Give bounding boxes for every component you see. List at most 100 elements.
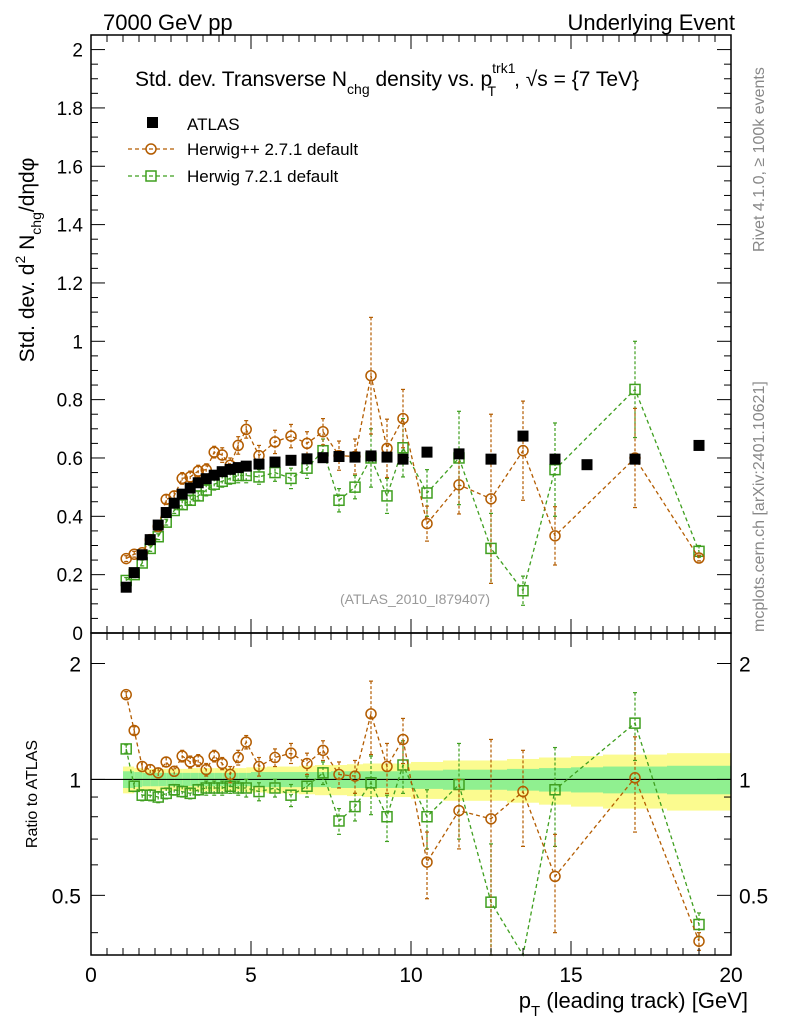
y-tick-label: 0.6 [57, 449, 83, 470]
herwig7-point [629, 383, 641, 396]
herwigpp-point [192, 465, 204, 477]
herwig7-point [136, 789, 148, 801]
atlas-point [397, 453, 409, 465]
ratio-y-ticks: 0.5 0.5 1 1 2 2 [52, 653, 768, 934]
atlas-point [168, 497, 180, 509]
atlas-point [232, 462, 244, 474]
herwigpp-point [381, 760, 393, 773]
herwig7-point [629, 717, 641, 729]
x-axis-label: pT (leading track) [GeV] [519, 988, 748, 1020]
herwigpp-point [421, 856, 433, 868]
plot-title: Std. dev. Transverse Nchg density vs. pt… [135, 60, 639, 99]
herwig7-point [253, 785, 265, 798]
mcplots-label: mcplots.cern.ch [arXiv:2401.10621] [751, 381, 768, 632]
herwig7-point [240, 782, 252, 794]
herwigpp-point [232, 751, 244, 764]
herwig7-point [421, 810, 433, 823]
herwigpp-point [120, 688, 132, 701]
legend: ATLAS Herwig++ 2.7.1 default Herwig 7.2.… [128, 115, 358, 186]
atlas-point [269, 456, 281, 468]
herwigpp-point [176, 750, 188, 762]
y-tick-label: 0.4 [57, 507, 84, 528]
ylabel-part-c: /dηdφ [16, 158, 39, 213]
atlas-point [285, 454, 297, 466]
atlas-point [128, 567, 140, 579]
herwigpp-point [453, 479, 465, 491]
herwig7-point [285, 472, 297, 485]
herwig7-point [184, 787, 196, 800]
herwig7-point [693, 918, 705, 931]
analysis-watermark: (ATLAS_2010_I879407) [340, 591, 490, 607]
atlas-point [421, 446, 433, 458]
herwigpp-point [192, 754, 204, 767]
ratio-y-tick-label: 0.5 [52, 885, 81, 908]
herwigpp-point [128, 724, 140, 737]
herwigpp-point [365, 708, 377, 720]
title-sub-t: T [488, 83, 497, 99]
herwig7-point [517, 584, 529, 597]
herwig7-point [253, 471, 265, 483]
y-tick-label: 1.6 [57, 157, 83, 178]
ratio-y-tick-label-right: 1 [739, 769, 751, 792]
ratio-band-stat [667, 765, 731, 795]
herwig7-point [269, 782, 281, 794]
ylabel-part-a: Std. dev. d [16, 264, 39, 363]
atlas-point [160, 507, 172, 519]
herwigpp-point [301, 757, 313, 770]
herwig7-point [120, 743, 132, 755]
herwig7-point [485, 542, 497, 555]
atlas-point [485, 453, 497, 465]
herwigpp-point [349, 770, 361, 782]
herwig7-point [549, 784, 561, 796]
herwigpp-point [397, 733, 409, 746]
x-tick-label: 15 [559, 964, 582, 987]
ratio-y-tick-label-right: 0.5 [739, 885, 768, 908]
y-tick-label: 0.2 [57, 566, 83, 587]
herwig7-point [349, 481, 361, 493]
atlas-point [301, 453, 313, 465]
ratio-x-ticks: 0 5 10 15 20 [85, 633, 743, 987]
atlas-point [365, 450, 377, 462]
herwig7-point [381, 810, 393, 823]
header-left: 7000 GeV pp [103, 10, 233, 35]
herwigpp-point [253, 760, 265, 773]
atlas-point [192, 477, 204, 489]
xlabel-sub-t: T [531, 1003, 540, 1020]
title-text-3: , √s = {7 TeV} [514, 68, 639, 91]
ratio-y-tick-label: 2 [69, 653, 81, 676]
herwig7-point [381, 490, 393, 502]
y-tick-label: 0.8 [57, 391, 83, 412]
herwig7-point [549, 463, 561, 476]
legend-label-herwigpp: Herwig++ 2.7.1 default [187, 140, 358, 159]
herwigpp-point [317, 744, 329, 757]
herwigpp-point [184, 471, 196, 483]
herwigpp-point [232, 439, 244, 452]
herwigpp-point [208, 446, 220, 458]
herwigpp-point [421, 517, 433, 530]
herwig7-point [176, 785, 188, 798]
herwigpp-point [301, 437, 313, 450]
ratio-series-layer [120, 680, 705, 957]
title-sup-trk1: trk1 [492, 60, 516, 76]
header-right: Underlying Event [567, 10, 735, 35]
herwigpp-point [168, 765, 180, 778]
x-tick-label: 20 [719, 964, 742, 987]
herwig7-point [200, 782, 212, 794]
herwigpp-point [317, 425, 329, 438]
herwig7-point [128, 780, 140, 792]
herwigpp-point [333, 768, 345, 781]
herwigpp-point [549, 530, 561, 542]
herwigpp-point [224, 768, 236, 781]
y-tick-label: 1 [72, 332, 83, 353]
herwigpp-point [693, 935, 705, 947]
xlabel-part-a: p [519, 988, 531, 1013]
y-tick-label: 2 [72, 41, 83, 62]
herwigpp-point [152, 767, 164, 779]
herwigpp-point [176, 472, 188, 485]
ratio-panel: 0.5 0.5 1 1 2 2 0 5 10 15 20 Ratio to ATLAS pT (l… [24, 632, 768, 1020]
xlabel-part-b: (leading track) [GeV] [540, 988, 748, 1013]
herwig7-point [365, 777, 377, 789]
title-text-2: density vs. p [370, 68, 493, 91]
y-tick-label: 0 [72, 624, 83, 645]
herwigpp-point [453, 804, 465, 817]
